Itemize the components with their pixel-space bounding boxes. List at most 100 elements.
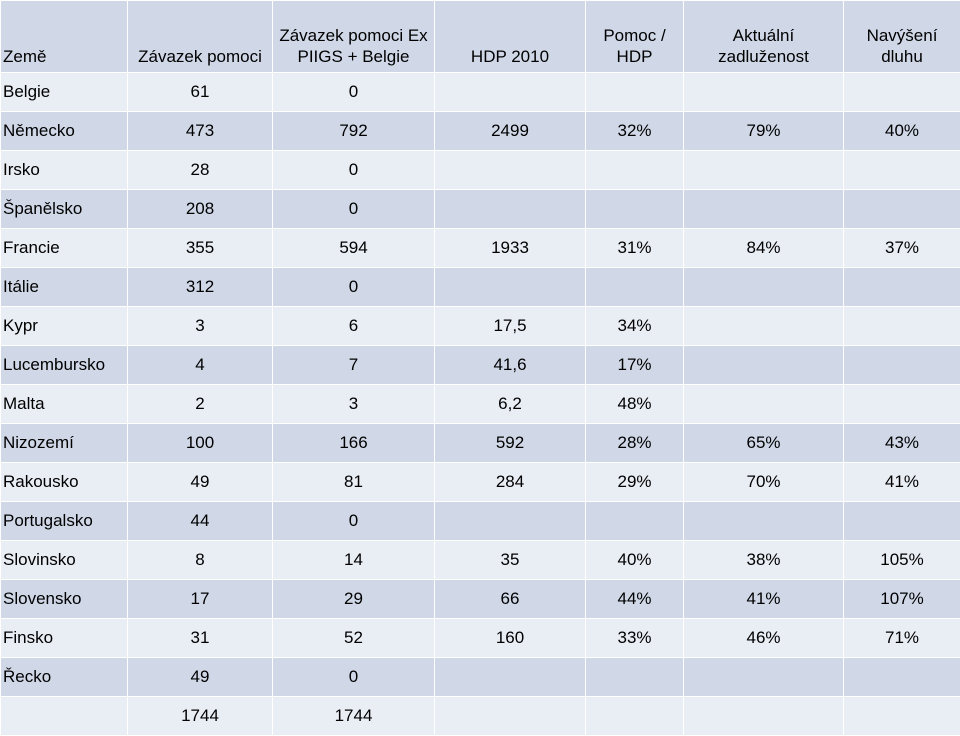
cell-current-debt xyxy=(684,307,844,346)
cell-aid-commitment-ex-piigs: 0 xyxy=(273,502,435,541)
cell-aid-commitment: 473 xyxy=(128,112,273,151)
cell-debt-increase xyxy=(844,385,960,424)
cell-country: Francie xyxy=(1,229,128,268)
cell-aid-commitment-ex-piigs: 7 xyxy=(273,346,435,385)
cell-gdp-2010: 160 xyxy=(435,619,586,658)
cell-debt-increase: 71% xyxy=(844,619,960,658)
cell-gdp-2010: 284 xyxy=(435,463,586,502)
cell-aid-to-gdp: 40% xyxy=(586,541,684,580)
cell-aid-to-gdp: 31% xyxy=(586,229,684,268)
cell-gdp-2010 xyxy=(435,190,586,229)
cell-aid-to-gdp xyxy=(586,697,684,736)
cell-aid-to-gdp xyxy=(586,151,684,190)
cell-current-debt xyxy=(684,151,844,190)
cell-aid-commitment: 8 xyxy=(128,541,273,580)
cell-country: Německo xyxy=(1,112,128,151)
cell-country: Řecko xyxy=(1,658,128,697)
cell-current-debt xyxy=(684,658,844,697)
cell-debt-increase xyxy=(844,268,960,307)
cell-country xyxy=(1,697,128,736)
cell-aid-to-gdp: 32% xyxy=(586,112,684,151)
cell-aid-commitment: 44 xyxy=(128,502,273,541)
cell-aid-commitment-ex-piigs: 0 xyxy=(273,190,435,229)
cell-gdp-2010: 2499 xyxy=(435,112,586,151)
cell-gdp-2010: 17,5 xyxy=(435,307,586,346)
cell-aid-commitment: 355 xyxy=(128,229,273,268)
header-aid-to-gdp: Pomoc / HDP xyxy=(586,1,684,73)
cell-current-debt: 38% xyxy=(684,541,844,580)
header-row: Země Závazek pomoci Závazek pomoci Ex PI… xyxy=(1,1,960,73)
cell-gdp-2010 xyxy=(435,697,586,736)
cell-debt-increase xyxy=(844,502,960,541)
cell-aid-commitment-ex-piigs: 29 xyxy=(273,580,435,619)
cell-country: Itálie xyxy=(1,268,128,307)
cell-aid-commitment: 4 xyxy=(128,346,273,385)
cell-current-debt xyxy=(684,385,844,424)
cell-debt-increase xyxy=(844,697,960,736)
cell-aid-commitment: 100 xyxy=(128,424,273,463)
cell-aid-to-gdp xyxy=(586,502,684,541)
cell-aid-commitment: 17 xyxy=(128,580,273,619)
cell-country: Španělsko xyxy=(1,190,128,229)
cell-current-debt: 70% xyxy=(684,463,844,502)
cell-current-debt: 65% xyxy=(684,424,844,463)
cell-country: Slovinsko xyxy=(1,541,128,580)
cell-current-debt: 46% xyxy=(684,619,844,658)
cell-aid-commitment: 49 xyxy=(128,463,273,502)
cell-debt-increase xyxy=(844,658,960,697)
cell-gdp-2010 xyxy=(435,151,586,190)
cell-country: Belgie xyxy=(1,73,128,112)
cell-aid-commitment-ex-piigs: 3 xyxy=(273,385,435,424)
cell-aid-to-gdp xyxy=(586,658,684,697)
cell-aid-commitment-ex-piigs: 81 xyxy=(273,463,435,502)
cell-gdp-2010 xyxy=(435,658,586,697)
cell-country: Portugalsko xyxy=(1,502,128,541)
cell-debt-increase: 105% xyxy=(844,541,960,580)
cell-gdp-2010 xyxy=(435,502,586,541)
cell-country: Rakousko xyxy=(1,463,128,502)
cell-aid-commitment: 3 xyxy=(128,307,273,346)
cell-country: Kypr xyxy=(1,307,128,346)
cell-aid-commitment-ex-piigs: 0 xyxy=(273,658,435,697)
cell-current-debt: 79% xyxy=(684,112,844,151)
cell-current-debt: 84% xyxy=(684,229,844,268)
header-aid-commitment-ex-piigs: Závazek pomoci Ex PIIGS + Belgie xyxy=(273,1,435,73)
cell-gdp-2010: 6,2 xyxy=(435,385,586,424)
cell-country: Slovensko xyxy=(1,580,128,619)
cell-debt-increase xyxy=(844,73,960,112)
cell-debt-increase xyxy=(844,151,960,190)
cell-aid-to-gdp xyxy=(586,190,684,229)
cell-gdp-2010 xyxy=(435,268,586,307)
cell-debt-increase: 43% xyxy=(844,424,960,463)
cell-country: Malta xyxy=(1,385,128,424)
cell-debt-increase xyxy=(844,190,960,229)
cell-aid-to-gdp: 28% xyxy=(586,424,684,463)
cell-aid-to-gdp: 48% xyxy=(586,385,684,424)
cell-aid-commitment: 49 xyxy=(128,658,273,697)
cell-aid-to-gdp: 34% xyxy=(586,307,684,346)
header-current-debt: Aktuální zadluženost xyxy=(684,1,844,73)
cell-debt-increase xyxy=(844,307,960,346)
cell-debt-increase: 40% xyxy=(844,112,960,151)
cell-aid-commitment: 31 xyxy=(128,619,273,658)
cell-aid-commitment: 312 xyxy=(128,268,273,307)
cell-debt-increase: 37% xyxy=(844,229,960,268)
cell-aid-commitment-ex-piigs: 6 xyxy=(273,307,435,346)
cell-aid-to-gdp xyxy=(586,73,684,112)
cell-aid-commitment-ex-piigs: 0 xyxy=(273,73,435,112)
cell-country: Lucembursko xyxy=(1,346,128,385)
cell-current-debt xyxy=(684,346,844,385)
cell-current-debt xyxy=(684,73,844,112)
cell-aid-commitment-ex-piigs: 792 xyxy=(273,112,435,151)
cell-debt-increase xyxy=(844,346,960,385)
